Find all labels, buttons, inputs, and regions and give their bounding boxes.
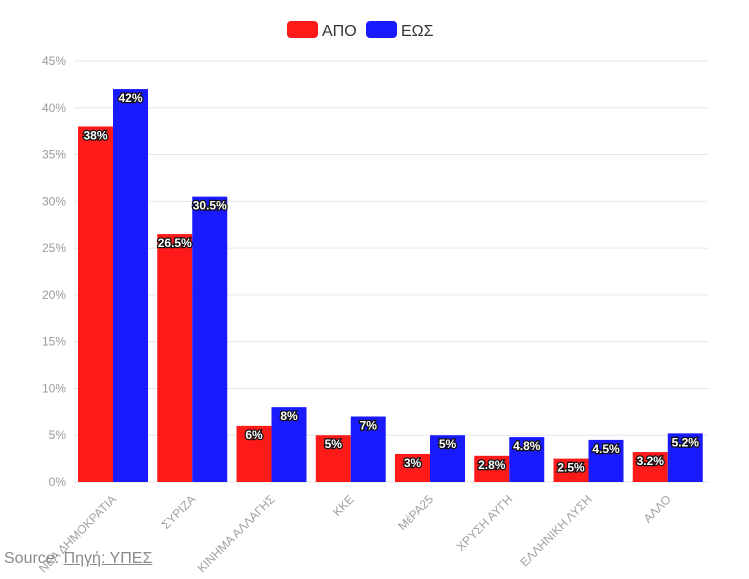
source-link[interactable]: Πηγή: ΥΠΕΣ (63, 550, 153, 567)
source-prefix: Source: (4, 550, 64, 567)
y-tick-label: 30% (42, 194, 66, 208)
data-label: 5.2% (672, 435, 700, 449)
x-category-label: ΣΥΡΙΖΑ (159, 492, 199, 532)
data-label: 30.5% (193, 199, 227, 213)
source-note: Source: Πηγή: ΥΠΕΣ (4, 550, 152, 568)
data-label: 5% (325, 437, 343, 451)
bar-ΑΠΟ-6 (553, 458, 589, 482)
y-tick-label: 20% (42, 288, 66, 302)
bar-ΑΠΟ-2 (236, 425, 272, 482)
y-tick-label: 10% (42, 381, 66, 395)
bar-ΕΩΣ-3 (350, 416, 386, 482)
data-label: 3% (404, 456, 422, 470)
data-label: 38% (83, 128, 107, 142)
bar-ΕΩΣ-4 (430, 435, 465, 482)
data-label: 42% (118, 91, 142, 105)
x-category-label: ΑΛΛΟ (641, 492, 674, 525)
bar-ΑΠΟ-5 (474, 455, 510, 482)
x-category-label: ΜέΡΑ25 (395, 492, 436, 533)
data-label: 4.8% (513, 439, 541, 453)
data-label: 7% (360, 419, 378, 433)
bar-ΕΩΣ-5 (509, 437, 545, 482)
x-category-label: ΚΙΝΗΜΑ ΑΛΛΑΓΗΣ (195, 492, 278, 575)
data-label: 2.8% (478, 458, 506, 472)
bar-ΕΩΣ-6 (588, 439, 624, 482)
y-tick-label: 45% (42, 54, 66, 68)
data-label: 5% (439, 437, 457, 451)
bar-ΕΩΣ-1 (192, 196, 228, 482)
data-label: 3.2% (637, 454, 665, 468)
bar-ΕΩΣ-0 (113, 89, 148, 483)
bar-ΑΠΟ-7 (632, 452, 668, 482)
x-category-label: ΧΡΥΣΗ ΑΥΓΗ (454, 492, 516, 554)
legend-label: ΕΩΣ (401, 23, 434, 40)
bar-ΑΠΟ-4 (395, 453, 430, 482)
bar-ΑΠΟ-0 (78, 126, 113, 482)
data-label: 6% (245, 428, 263, 442)
y-axis: 0% 5% 10% 15% 20% 25% 30% 35% 40% 45% (42, 54, 66, 489)
y-tick-label: 35% (42, 148, 66, 162)
data-label: 2.5% (557, 461, 585, 475)
y-tick-label: 5% (49, 428, 67, 442)
data-label: 4.5% (592, 442, 620, 456)
legend-swatch-ΑΠΟ (287, 21, 318, 38)
legend: ΑΠΟ ΕΩΣ (287, 21, 434, 40)
bar-ΕΩΣ-7 (667, 433, 703, 482)
x-category-label: ΚΚΕ (330, 492, 357, 519)
legend-label: ΑΠΟ (322, 23, 357, 40)
y-tick-label: 25% (42, 241, 66, 255)
data-labels: 38% 42% 26.5% 30.5% 6% 8% 5% 7% 3% 5% 2.8% 4.8% 2.5%… (82, 90, 700, 476)
y-tick-label: 15% (42, 335, 66, 349)
bar-ΕΩΣ-2 (271, 407, 307, 482)
bar-ΑΠΟ-3 (315, 435, 351, 482)
legend-swatch-ΕΩΣ (366, 21, 397, 38)
bar-ΑΠΟ-1 (157, 234, 193, 482)
y-tick-label: 0% (49, 475, 67, 489)
y-tick-label: 40% (42, 101, 66, 115)
data-label: 26.5% (158, 236, 192, 250)
x-category-label: ΕΛΛΗΝΙΚΗ ΛΥΣΗ (517, 492, 594, 569)
data-label: 8% (280, 409, 298, 423)
bars (78, 89, 703, 483)
